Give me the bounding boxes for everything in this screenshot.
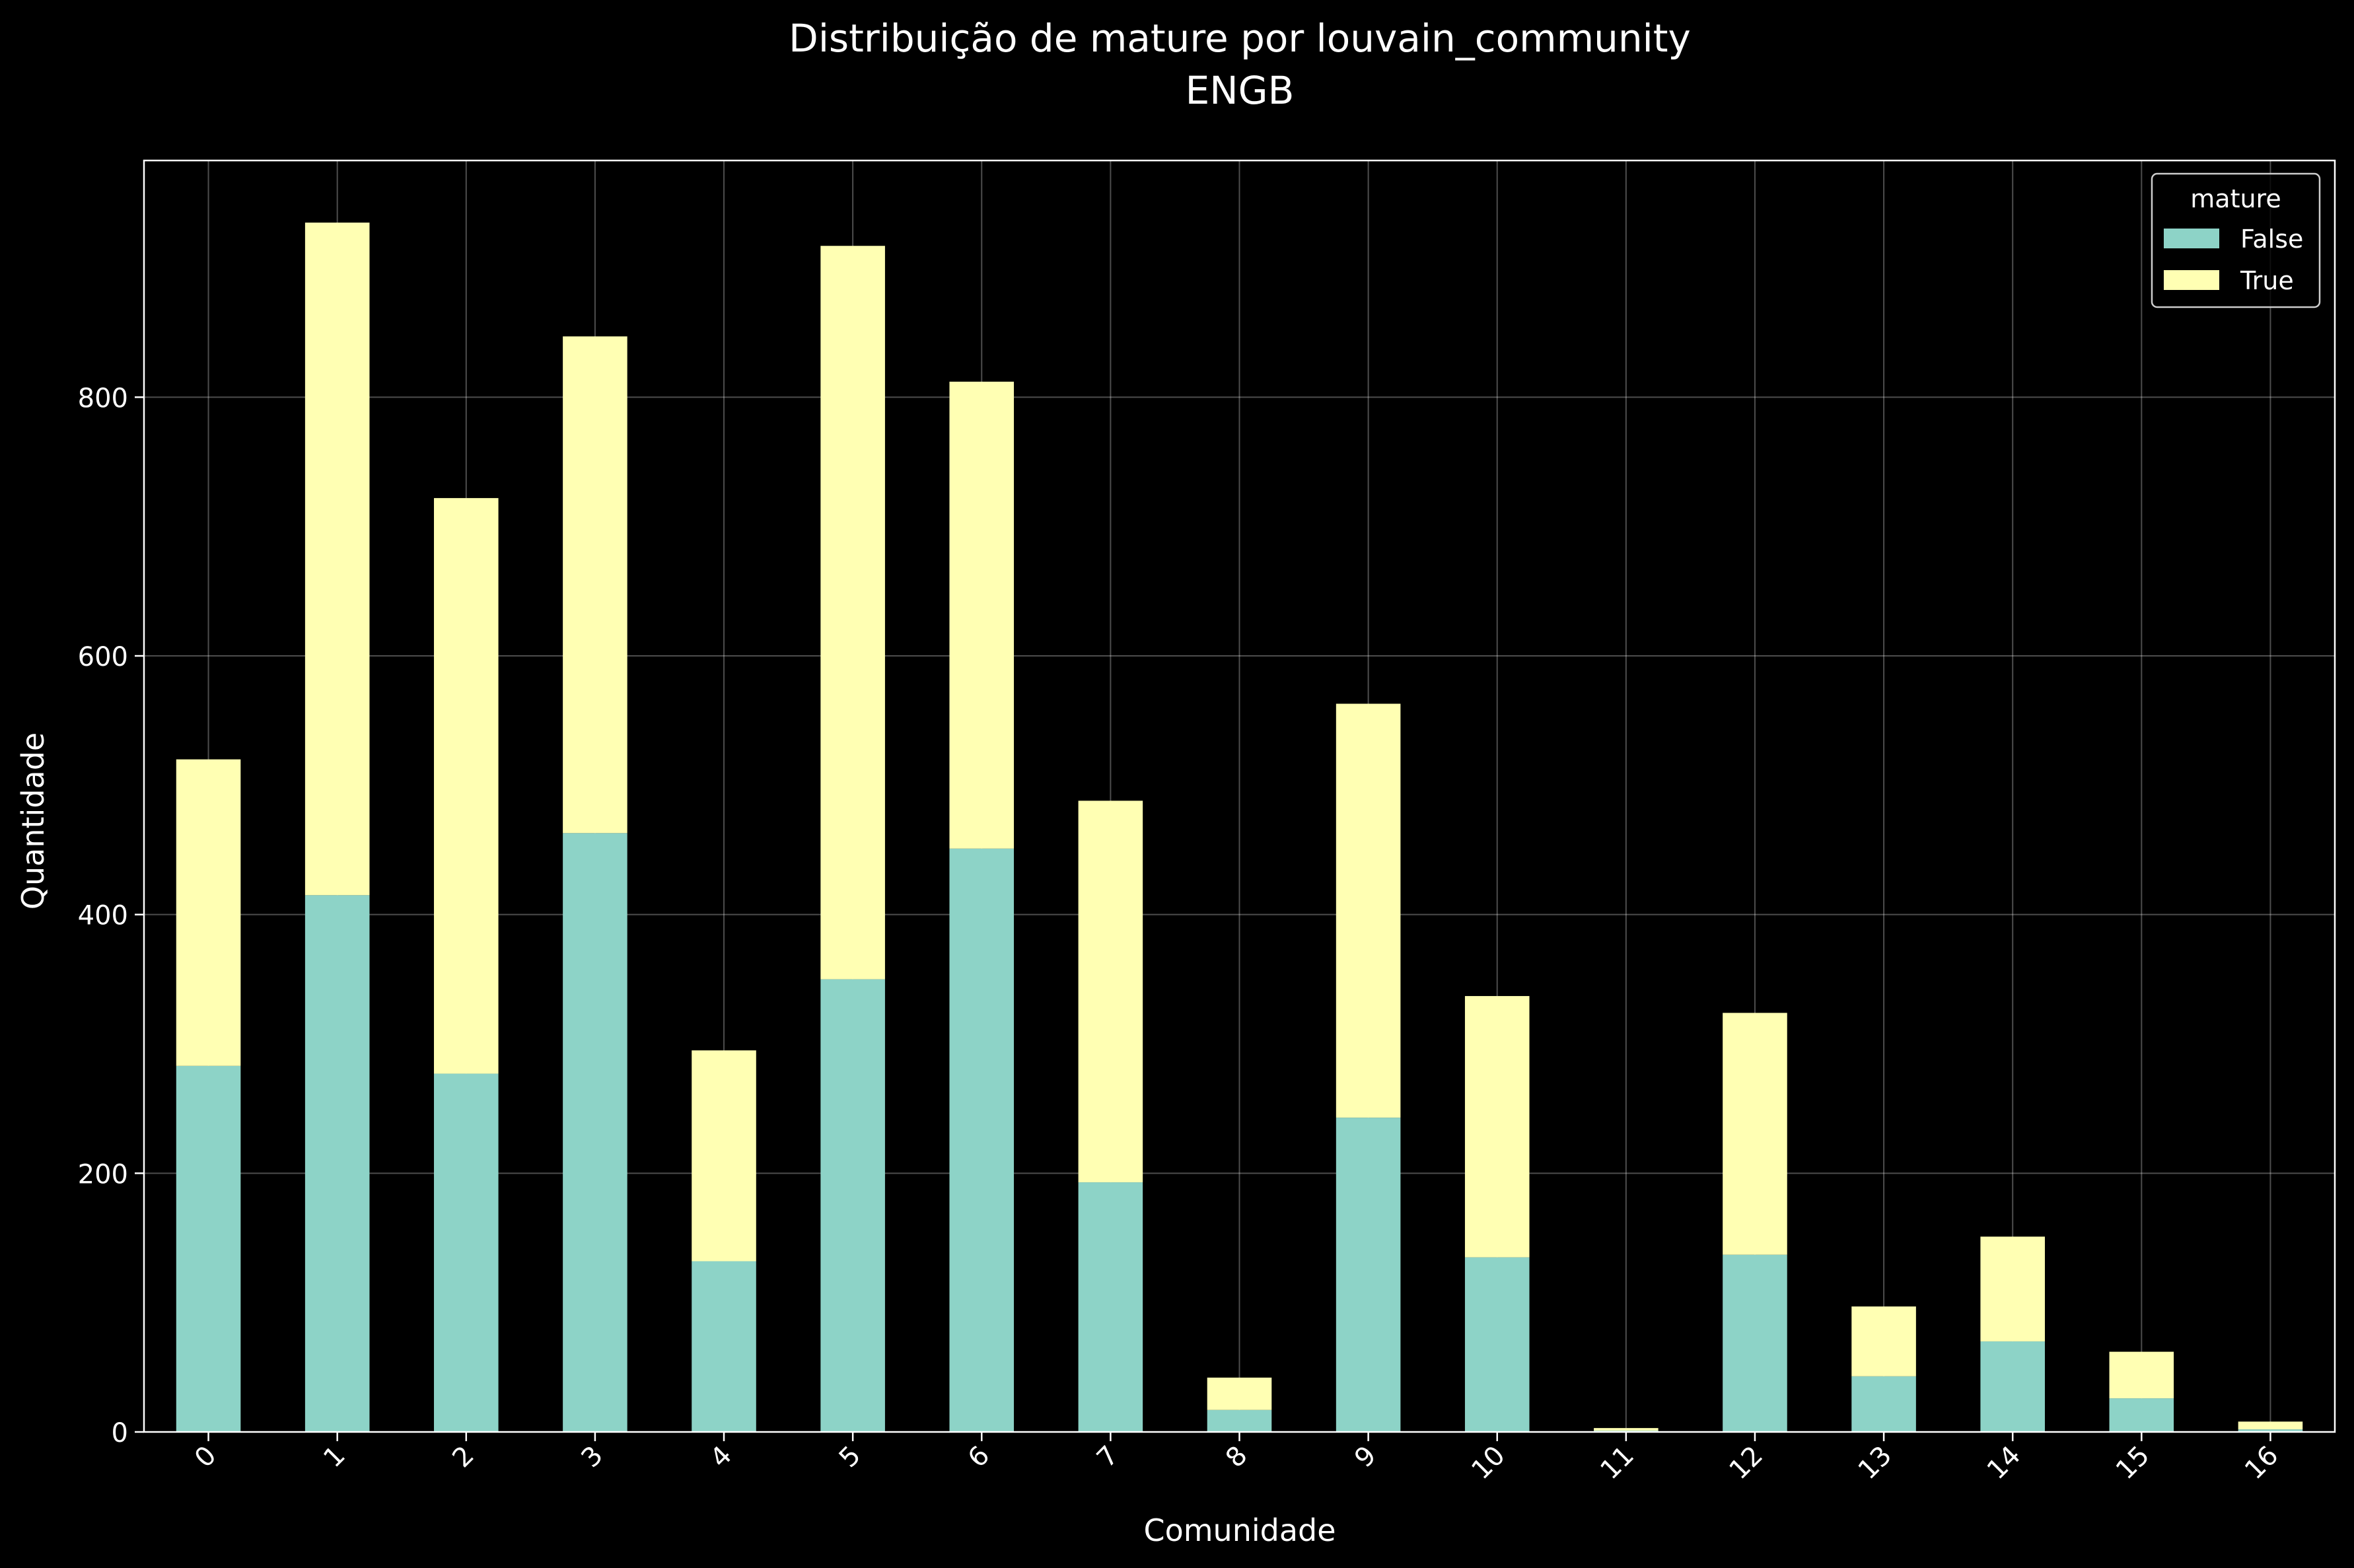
bar-false-8 xyxy=(1207,1409,1272,1432)
bar-true-13 xyxy=(1851,1306,1916,1376)
legend-title: mature xyxy=(2190,184,2281,213)
bar-true-8 xyxy=(1207,1377,1272,1410)
chart-title: Distribuição de mature por louvain_commu… xyxy=(789,16,1691,61)
legend-label-true: True xyxy=(2240,266,2294,295)
bar-false-3 xyxy=(563,833,627,1432)
chart-subtitle: ENGB xyxy=(1186,68,1295,113)
bar-false-0 xyxy=(176,1065,241,1432)
y-tick-label: 600 xyxy=(78,642,128,672)
bar-true-16 xyxy=(2238,1421,2303,1430)
x-axis-label: Comunidade xyxy=(1143,1513,1336,1548)
legend-swatch-true xyxy=(2164,270,2219,290)
bar-false-9 xyxy=(1336,1118,1401,1432)
bar-true-9 xyxy=(1336,703,1401,1118)
bar-false-15 xyxy=(2109,1398,2174,1432)
bar-true-2 xyxy=(434,498,499,1074)
bar-true-14 xyxy=(1980,1236,2045,1341)
y-tick-label: 800 xyxy=(78,383,128,413)
bar-true-5 xyxy=(820,246,885,980)
bar-false-10 xyxy=(1464,1257,1530,1432)
bar-true-11 xyxy=(1594,1428,1659,1431)
bar-true-12 xyxy=(1723,1013,1787,1255)
bar-false-16 xyxy=(2238,1429,2303,1432)
legend: mature False True xyxy=(2151,172,2321,308)
bar-false-7 xyxy=(1078,1182,1143,1432)
bar-false-12 xyxy=(1723,1254,1787,1432)
legend-entries: False True xyxy=(2164,225,2303,295)
y-axis-label: Quantidade xyxy=(15,732,51,909)
bar-false-14 xyxy=(1980,1341,2045,1432)
bar-false-13 xyxy=(1851,1376,1916,1432)
bar-false-4 xyxy=(692,1261,756,1432)
y-tick-label: 400 xyxy=(78,901,128,931)
bar-true-15 xyxy=(2109,1351,2174,1399)
bar-false-6 xyxy=(949,848,1015,1432)
bar-false-2 xyxy=(434,1073,499,1432)
bar-true-0 xyxy=(176,759,241,1066)
bar-true-10 xyxy=(1464,996,1530,1258)
legend-label-false: False xyxy=(2240,225,2303,254)
bar-true-1 xyxy=(304,222,370,896)
bar-false-5 xyxy=(820,979,885,1432)
bars xyxy=(176,222,2303,1432)
y-tick-label: 0 xyxy=(112,1418,128,1448)
bar-true-4 xyxy=(692,1050,756,1262)
bar-false-1 xyxy=(304,895,370,1432)
bar-true-3 xyxy=(563,336,627,834)
legend-swatch-false xyxy=(2164,229,2219,248)
y-tick-label: 200 xyxy=(78,1159,128,1190)
bar-true-7 xyxy=(1078,801,1143,1183)
bar-true-6 xyxy=(949,381,1015,849)
